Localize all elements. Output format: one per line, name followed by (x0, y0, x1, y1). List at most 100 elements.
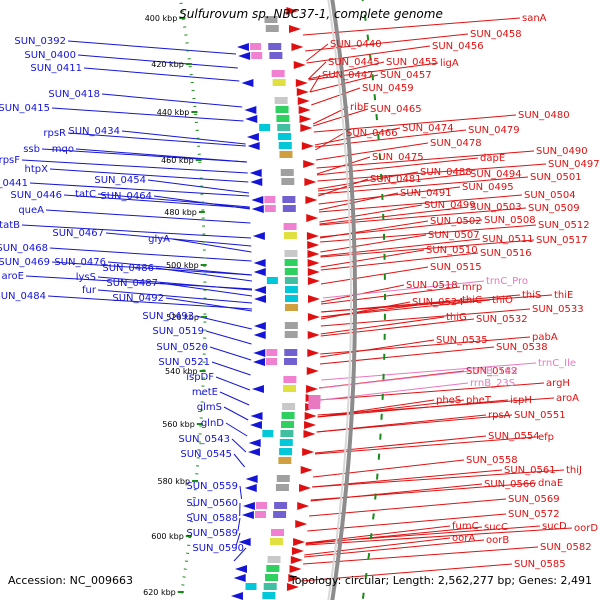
reverse-gene-arrow (238, 52, 251, 60)
cog-block (284, 250, 298, 257)
reverse-gene-label: glyA (148, 234, 170, 245)
forward-leader-line (319, 219, 483, 238)
reverse-gene-arrow (241, 511, 254, 519)
forward-gene-label: SUN_0538 (496, 342, 548, 353)
leader-lines (21, 17, 573, 582)
forward-leader-line (316, 150, 535, 169)
cog-block (279, 448, 293, 455)
reverse-gene-label: SUN_0454 (94, 175, 146, 186)
reverse-gene-arrow (245, 115, 258, 123)
forward-gene-arrow (303, 430, 316, 438)
forward-leader-line (320, 299, 491, 318)
forward-gene-label: oorD (574, 523, 598, 534)
reverse-leader-line (97, 276, 253, 291)
forward-gene-label: SUN_0508 (484, 215, 536, 226)
forward-leader-line (320, 299, 461, 318)
kbp-tick-label: 560 kbp (162, 420, 195, 429)
cog-block (269, 538, 283, 545)
forward-gene-label: oorB (486, 535, 509, 546)
cog-block (263, 583, 277, 590)
cog-block (282, 403, 296, 410)
reverse-leader-line (205, 330, 252, 345)
forward-gene-label: ispH (510, 395, 532, 406)
reverse-gene-label: SUN_0441 (0, 178, 28, 189)
forward-gene-arrow (296, 88, 309, 96)
forward-gene-arrow (297, 502, 310, 510)
cog-block (262, 592, 276, 599)
forward-gene-arrow (302, 448, 315, 456)
forward-gene-label: thiJ (566, 465, 582, 476)
forward-leader-line (314, 129, 467, 148)
cog-block (254, 511, 266, 518)
forward-gene-arrow (286, 583, 299, 591)
cog-block (271, 70, 285, 77)
rna-block (308, 401, 321, 409)
forward-gene-label: pabA (532, 332, 558, 343)
cog-block (281, 178, 295, 185)
reverse-gene-label: SUN_0476 (54, 257, 106, 268)
cog-block (255, 502, 267, 509)
reverse-gene-arrow (252, 232, 265, 240)
kbp-tick-label: 420 kbp (151, 60, 184, 69)
reverse-gene-label: SUN_0545 (180, 449, 232, 460)
forward-gene-arrow (306, 232, 319, 240)
forward-gene-label: SUN_0475 (372, 152, 424, 163)
reverse-gene-label: SUN_0418 (48, 89, 100, 100)
forward-leader-line (320, 249, 425, 268)
reverse-leader-line (45, 209, 251, 224)
reverse-leader-line (209, 346, 252, 361)
forward-leader-line (320, 234, 427, 253)
forward-gene-arrow (305, 196, 318, 204)
cog-block (277, 124, 291, 131)
forward-gene-label: SUN_0494 (470, 169, 522, 180)
forward-gene-label: SUN_0512 (538, 220, 590, 231)
forward-leader-line (320, 301, 411, 320)
reverse-leader-line (239, 485, 243, 500)
cog-block (266, 565, 280, 572)
reverse-gene-arrow (249, 169, 262, 177)
cog-block (281, 421, 295, 428)
forward-leader-line (305, 525, 451, 544)
cog-block (284, 268, 298, 275)
cog-block (278, 142, 292, 149)
forward-gene-label: SUN_0495 (462, 182, 514, 193)
reverse-gene-arrow (246, 133, 259, 141)
forward-gene-label: SUN_0490 (536, 146, 588, 157)
reverse-gene-arrow (253, 322, 266, 330)
forward-gene-label: SUN_0478 (430, 138, 482, 149)
forward-gene-arrow (286, 7, 299, 15)
reverse-gene-label: lysS (76, 272, 96, 283)
reverse-gene-label: SUN_0560 (186, 498, 238, 509)
reverse-gene-arrow (233, 574, 246, 582)
reverse-gene-label: SUN_0469 (0, 257, 50, 268)
cog-block (267, 556, 281, 563)
reverse-gene-label: SUN_0446 (10, 190, 62, 201)
forward-gene-arrow (307, 259, 320, 267)
cog-block (262, 430, 274, 437)
cog-block (275, 106, 289, 113)
forward-gene-label: SUN_0517 (536, 235, 588, 246)
forward-gene-arrow (293, 538, 306, 546)
forward-leader-line (311, 469, 503, 488)
reverse-leader-line (63, 194, 250, 209)
reverse-gene-label: tatB (0, 220, 20, 231)
forward-gene-label: SUN_0457 (380, 70, 432, 81)
reverse-gene-label: SUN_0487 (106, 278, 158, 289)
map-title: Sulfurovum sp. NBC37-1, complete genome (179, 7, 443, 21)
reverse-gene-label: ispDF (186, 372, 214, 383)
forward-gene-label: SUN_0456 (432, 41, 484, 52)
forward-gene-arrow (288, 25, 301, 33)
cog-block (269, 52, 283, 59)
cog-block (283, 232, 297, 239)
forward-gene-label: SUN_0582 (540, 542, 592, 553)
forward-gene-arrow (303, 160, 316, 168)
forward-leader-line (308, 62, 439, 81)
reverse-gene-arrow (248, 439, 261, 447)
reverse-gene-label: SUN_0519 (152, 326, 204, 337)
forward-gene-arrow (299, 115, 312, 123)
forward-gene-label: sucD (542, 521, 567, 532)
forward-gene-arrow (306, 385, 319, 393)
reverse-gene-label: SUN_0468 (0, 243, 48, 254)
reverse-gene-arrow (238, 538, 251, 546)
